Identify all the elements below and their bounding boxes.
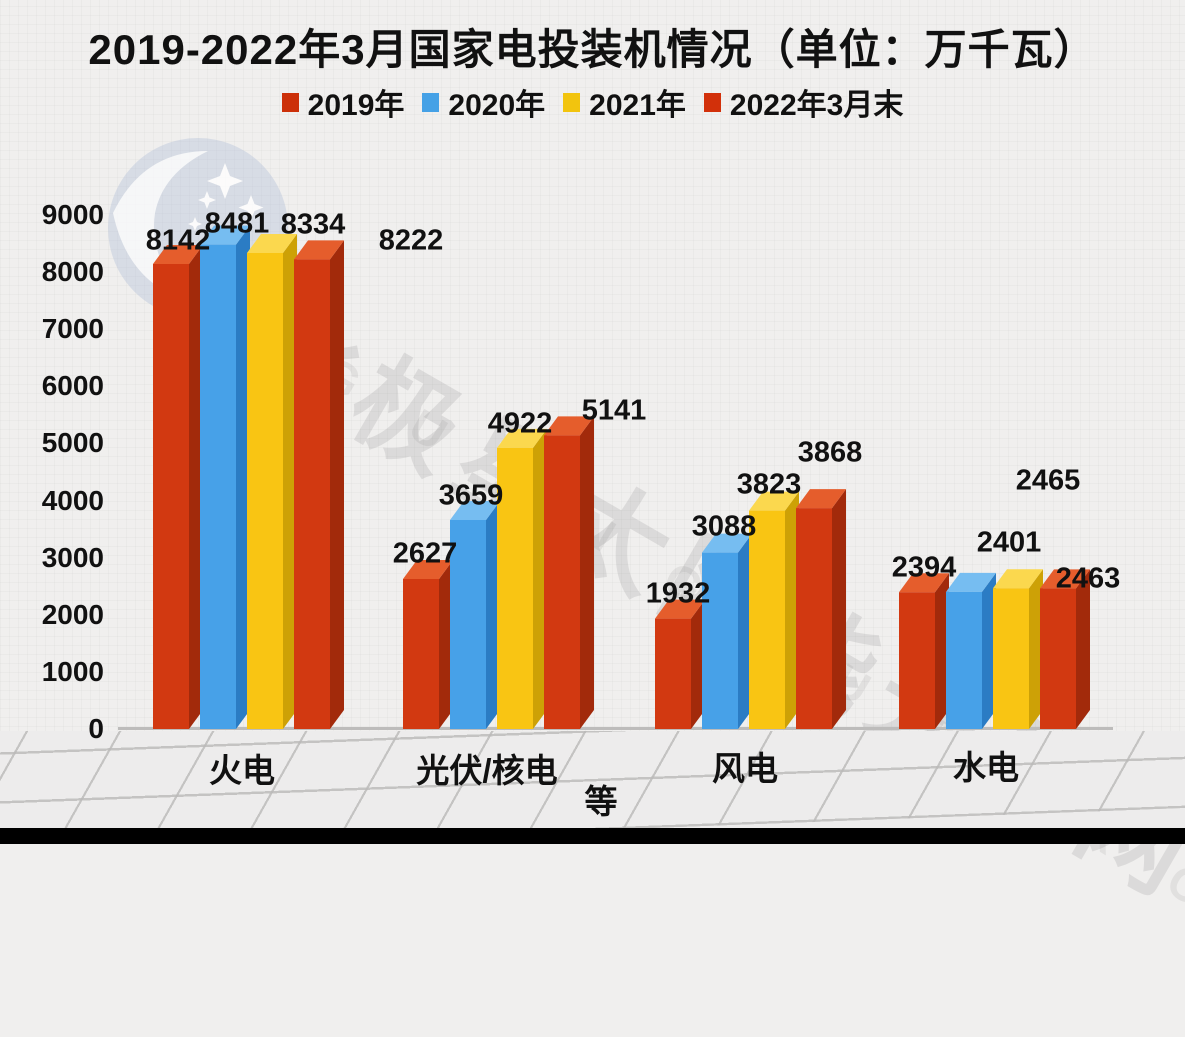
legend-swatch-icon	[281, 92, 299, 112]
y-tick-label: 8000	[41, 256, 104, 288]
legend: 2019年 2020年 2021年 2022年3月末	[0, 84, 1185, 122]
value-label: 8481	[204, 207, 270, 240]
value-label: 8222	[378, 224, 444, 257]
value-label: 8142	[145, 224, 211, 257]
y-tick-label: 5000	[41, 427, 104, 459]
y-tick-label: 2000	[41, 598, 104, 630]
legend-item: 2020年	[422, 80, 545, 124]
category-label: 水电	[953, 749, 1019, 786]
bottom-black-bar	[0, 828, 1185, 844]
category-label: 风电	[712, 750, 778, 787]
y-tick-label: 9000	[41, 199, 104, 230]
legend-swatch-icon	[563, 92, 581, 112]
value-label: 3659	[438, 479, 504, 512]
value-label: 2401	[976, 526, 1042, 559]
value-label: 2465	[1015, 464, 1081, 497]
value-label: 3868	[797, 436, 863, 469]
value-label: 5141	[581, 394, 647, 427]
legend-label: 2022年3月末	[729, 89, 904, 122]
y-tick-label: 0	[88, 713, 104, 744]
y-tick-label: 7000	[41, 313, 104, 345]
category-label: 等	[584, 783, 618, 820]
bar-2019年-光伏/核电等	[403, 559, 453, 729]
y-tick-label: 1000	[41, 655, 104, 687]
value-label: 8334	[280, 208, 346, 241]
chart-canvas: 北极星太阳能光伏网 G U A N G F U B J X C O M 0100…	[0, 26, 1185, 1036]
legend-swatch-icon	[703, 92, 721, 112]
legend-swatch-icon	[422, 92, 440, 112]
value-label: 2463	[1055, 562, 1121, 595]
category-label: 光伏/核电	[416, 752, 558, 789]
legend-item: 2021年	[563, 80, 686, 124]
value-label: 2627	[392, 537, 458, 570]
value-label: 4922	[487, 407, 553, 440]
legend-item: 2022年3月末	[703, 80, 904, 124]
legend-label: 2019年	[307, 89, 405, 122]
y-tick-label: 4000	[41, 484, 104, 516]
y-tick-label: 3000	[41, 541, 104, 573]
legend-label: 2021年	[589, 89, 686, 122]
value-label: 3823	[736, 468, 802, 501]
y-tick-label: 6000	[41, 370, 104, 402]
value-label: 3088	[691, 510, 757, 543]
category-label: 火电	[209, 752, 275, 789]
legend-item: 2019年	[281, 80, 405, 124]
value-label: 1932	[645, 577, 711, 610]
legend-label: 2020年	[448, 89, 546, 122]
floor-plane	[0, 731, 1185, 828]
value-label: 2394	[891, 551, 957, 584]
x-axis-line	[118, 727, 1113, 730]
chart-title: 2019-2022年3月国家电投装机情况（单位：万千瓦）	[88, 26, 1097, 73]
